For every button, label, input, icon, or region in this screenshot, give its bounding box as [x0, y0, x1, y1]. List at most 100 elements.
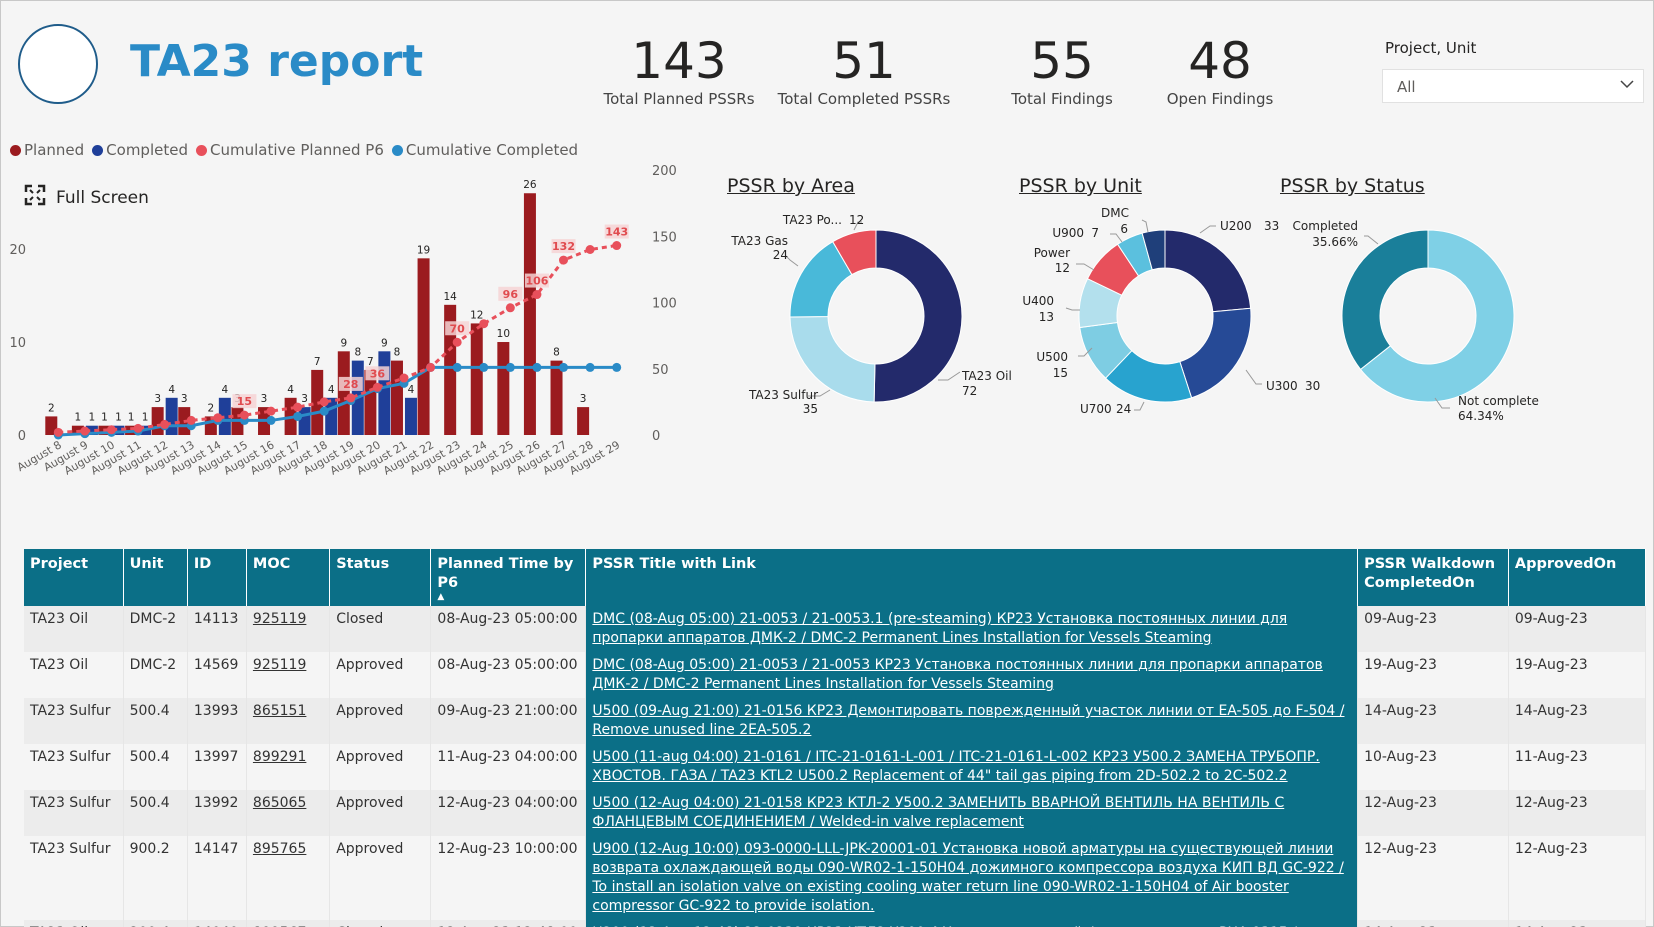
pssr-title-link[interactable]: U500 (11-aug 04:00) 21-0161 / ITC-21-016… [585, 744, 1359, 790]
column-header[interactable]: Unit [123, 549, 188, 606]
y-right-tick: 200 [652, 164, 677, 179]
donut-data-label: 12 [849, 213, 864, 227]
donut-slice[interactable] [1359, 229, 1515, 403]
moc-link[interactable]: 899567 [246, 920, 331, 927]
point-cumulative-completed[interactable] [559, 362, 569, 372]
column-header[interactable]: ID [187, 549, 247, 606]
moc-link[interactable]: 925119 [246, 606, 331, 652]
bar-planned[interactable] [470, 323, 483, 435]
pssr-title-link[interactable]: U200 (12-Aug 12:48) 22-0239 КР23 КТЛ2 У2… [585, 920, 1359, 927]
column-header[interactable]: Status [329, 549, 432, 606]
donut-slice[interactable] [832, 229, 877, 276]
point-cumulative-planned[interactable] [532, 290, 542, 300]
bar-planned[interactable] [523, 193, 536, 435]
point-cumulative-planned[interactable] [213, 413, 223, 423]
pssr-title-link[interactable]: U500 (12-Aug 04:00) 21-0158 КР23 КТЛ-2 У… [585, 790, 1359, 836]
bar-planned[interactable] [417, 258, 430, 435]
bar-label-completed: 8 [354, 347, 361, 359]
bar-completed[interactable] [218, 397, 231, 435]
moc-link[interactable]: 895765 [246, 836, 331, 920]
legend-item-planned[interactable]: Planned [10, 141, 84, 159]
point-cumulative-completed[interactable] [532, 362, 542, 372]
point-cumulative-planned[interactable] [452, 337, 462, 347]
bar-completed[interactable] [112, 425, 125, 435]
bar-planned[interactable] [444, 304, 457, 435]
column-header[interactable]: Project [24, 549, 124, 606]
point-cumulative-planned[interactable] [505, 303, 515, 313]
point-cumulative-planned[interactable] [559, 255, 569, 265]
point-cumulative-planned[interactable] [186, 415, 196, 425]
point-cumulative-planned[interactable] [585, 245, 595, 254]
column-header[interactable]: MOC [246, 549, 331, 606]
moc-link[interactable]: 865151 [246, 698, 331, 744]
point-cumulative-planned[interactable] [239, 410, 249, 420]
donut-slice[interactable] [1179, 307, 1252, 399]
bar-completed[interactable] [165, 397, 178, 435]
project-unit-slicer[interactable]: All [1382, 69, 1644, 103]
cum-planned-label: 132 [552, 240, 575, 253]
point-cumulative-completed[interactable] [266, 415, 276, 425]
column-header[interactable]: ApprovedOn [1508, 549, 1646, 606]
bar-planned[interactable] [577, 407, 590, 435]
point-cumulative-planned[interactable] [399, 373, 409, 383]
point-cumulative-completed[interactable] [293, 411, 303, 421]
sort-ascending-icon[interactable]: ▲ [437, 592, 445, 602]
legend-item-cumulative-planned[interactable]: Cumulative Planned P6 [195, 141, 384, 159]
point-cumulative-planned[interactable] [53, 427, 63, 437]
chevron-down-icon[interactable] [1617, 74, 1637, 98]
bar-planned[interactable] [311, 369, 324, 435]
donut-slice[interactable] [1141, 229, 1166, 271]
full-screen-button[interactable]: Full Screen [24, 184, 149, 211]
pssr-title-link[interactable]: DMC (08-Aug 05:00) 21-0053 / 21-0053.1 (… [585, 606, 1359, 652]
table-cell: 13992 [187, 790, 247, 836]
point-cumulative-completed[interactable] [505, 362, 515, 372]
point-cumulative-planned[interactable] [80, 426, 90, 436]
point-cumulative-planned[interactable] [319, 397, 329, 407]
column-header-label: Unit [129, 556, 164, 572]
column-header[interactable]: PSSR Title with Link [585, 549, 1359, 606]
point-cumulative-planned[interactable] [612, 241, 622, 251]
point-cumulative-planned[interactable] [133, 423, 143, 433]
pssr-title-link[interactable]: DMC (08-Aug 05:00) 21-0053 / 21-0053 КР2… [585, 652, 1359, 698]
moc-link[interactable]: 865065 [246, 790, 331, 836]
donut-slice[interactable] [873, 229, 963, 403]
point-cumulative-completed[interactable] [452, 362, 462, 372]
bar-planned[interactable] [390, 360, 403, 435]
bar-planned[interactable] [550, 360, 563, 435]
donut-slice[interactable] [789, 316, 876, 403]
bar-planned[interactable] [337, 351, 350, 435]
pssr-title-link[interactable]: U900 (12-Aug 10:00) 093-0000-LLL-JPK-200… [585, 836, 1359, 920]
donut-data-label: U200 [1220, 219, 1252, 233]
cum-label-bg [232, 394, 257, 409]
cum-label-bg [524, 273, 549, 288]
bar-planned[interactable] [497, 342, 510, 435]
pssr-title-link[interactable]: U500 (09-Aug 21:00) 21-0156 КР23 Демонти… [585, 698, 1359, 744]
donut-slice[interactable] [1164, 229, 1252, 313]
point-cumulative-planned[interactable] [266, 406, 276, 416]
point-cumulative-completed[interactable] [319, 406, 329, 416]
bar-completed[interactable] [404, 397, 417, 435]
point-cumulative-planned[interactable] [346, 393, 356, 403]
point-cumulative-planned[interactable] [426, 362, 436, 372]
donut-slice[interactable] [1341, 229, 1429, 371]
column-header[interactable]: Planned Time by P6 ▲ [430, 549, 587, 606]
point-cumulative-planned[interactable] [106, 425, 116, 435]
legend-item-completed[interactable]: Completed [92, 141, 188, 159]
bar-completed[interactable] [298, 407, 311, 435]
point-cumulative-planned[interactable] [372, 382, 382, 392]
point-cumulative-planned[interactable] [160, 419, 170, 429]
point-cumulative-planned[interactable] [293, 402, 303, 412]
legend-item-cumulative-completed[interactable]: Cumulative Completed [391, 141, 578, 159]
moc-link[interactable]: 899291 [246, 744, 331, 790]
point-cumulative-completed[interactable] [479, 362, 489, 372]
bar-completed[interactable] [378, 351, 391, 435]
point-cumulative-completed[interactable] [612, 362, 622, 372]
point-cumulative-completed[interactable] [585, 362, 595, 372]
column-header[interactable]: PSSR Walkdown CompletedOn [1357, 549, 1509, 606]
table-cell: TA23 Sulfur [24, 790, 124, 836]
bar-completed[interactable] [85, 425, 98, 435]
point-cumulative-planned[interactable] [479, 319, 489, 329]
leader-line [808, 389, 831, 397]
moc-link[interactable]: 925119 [246, 652, 331, 698]
